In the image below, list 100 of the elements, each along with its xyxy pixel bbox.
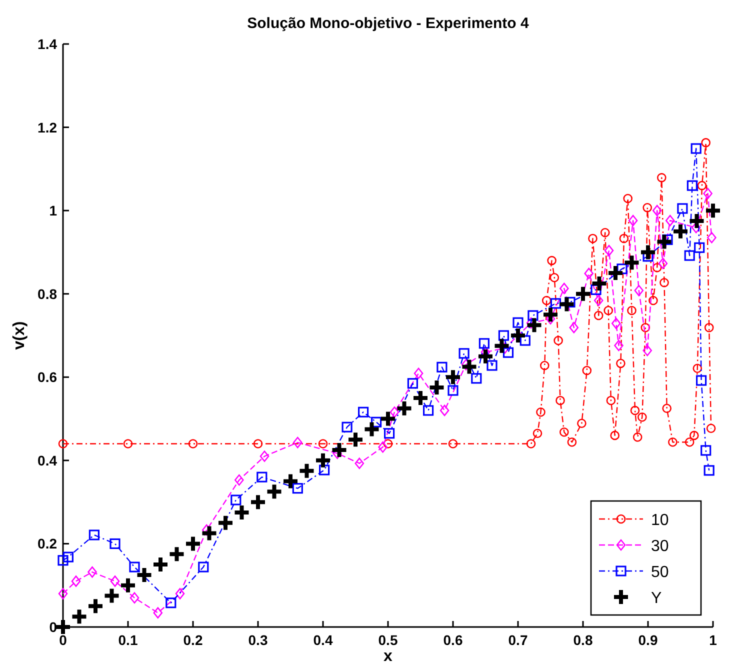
x-tick-label: 1 bbox=[709, 632, 718, 648]
point bbox=[358, 406, 369, 418]
y-axis-title: v(x) bbox=[11, 321, 28, 350]
point bbox=[198, 562, 209, 572]
point bbox=[200, 524, 218, 542]
y-tick-label: 0.8 bbox=[38, 286, 58, 302]
point bbox=[600, 228, 610, 238]
point bbox=[153, 607, 163, 618]
y-tick-label: 1.2 bbox=[38, 119, 58, 136]
point bbox=[690, 430, 699, 440]
y-tick-label: 0.2 bbox=[38, 536, 58, 552]
point bbox=[526, 439, 536, 448]
x-tick-label: 0.8 bbox=[573, 632, 593, 648]
point bbox=[318, 439, 328, 448]
point bbox=[498, 330, 509, 341]
point bbox=[379, 410, 397, 428]
point bbox=[694, 242, 705, 253]
point bbox=[471, 373, 482, 384]
point bbox=[110, 538, 120, 550]
legend-label: 30 bbox=[651, 538, 669, 555]
point bbox=[696, 375, 707, 386]
point bbox=[282, 472, 300, 490]
point bbox=[704, 322, 714, 332]
point bbox=[612, 318, 621, 330]
chart-title: Solução Mono-objetivo - Experimento 4 bbox=[247, 15, 530, 32]
x-tick-label: 0 bbox=[59, 632, 68, 648]
point bbox=[684, 437, 694, 447]
point bbox=[638, 412, 647, 422]
point bbox=[58, 555, 68, 566]
legend-label: 50 bbox=[651, 564, 669, 581]
point bbox=[346, 430, 364, 449]
point bbox=[560, 427, 569, 437]
point bbox=[175, 588, 185, 600]
point bbox=[234, 474, 244, 486]
point bbox=[436, 362, 448, 372]
point bbox=[652, 262, 662, 272]
point bbox=[677, 203, 688, 214]
point bbox=[460, 358, 478, 376]
point bbox=[634, 284, 644, 296]
point bbox=[550, 298, 561, 309]
point bbox=[542, 296, 552, 306]
point bbox=[627, 306, 636, 316]
point bbox=[657, 173, 666, 182]
point bbox=[704, 202, 721, 220]
x-tick-label: 0.4 bbox=[313, 632, 333, 648]
point bbox=[319, 464, 330, 476]
point bbox=[384, 428, 395, 439]
point bbox=[525, 316, 544, 334]
x-tick-label: 0.7 bbox=[508, 632, 528, 648]
point bbox=[528, 310, 538, 321]
point bbox=[588, 234, 598, 244]
point bbox=[342, 422, 352, 432]
point bbox=[88, 566, 97, 578]
point bbox=[652, 204, 662, 216]
point bbox=[62, 552, 74, 562]
point bbox=[697, 180, 707, 190]
point bbox=[569, 322, 579, 334]
point bbox=[58, 588, 68, 600]
point bbox=[293, 436, 302, 448]
point bbox=[665, 214, 675, 226]
point bbox=[684, 250, 695, 261]
point bbox=[502, 347, 514, 358]
point bbox=[700, 445, 712, 456]
point bbox=[662, 234, 673, 246]
point bbox=[582, 366, 592, 376]
x-tick-label: 0.5 bbox=[378, 632, 398, 648]
point bbox=[486, 360, 498, 371]
point bbox=[448, 385, 458, 396]
point bbox=[648, 296, 658, 306]
point bbox=[550, 272, 560, 282]
point bbox=[256, 472, 268, 482]
point bbox=[564, 296, 576, 308]
point bbox=[604, 244, 614, 256]
point bbox=[230, 494, 242, 506]
point bbox=[390, 406, 400, 418]
point bbox=[536, 407, 546, 417]
point bbox=[509, 326, 527, 344]
x-tick-label: 0.2 bbox=[183, 632, 203, 648]
point bbox=[478, 338, 490, 349]
point bbox=[58, 439, 68, 448]
point bbox=[668, 437, 678, 447]
point bbox=[130, 592, 140, 604]
point bbox=[440, 404, 450, 416]
point bbox=[660, 278, 669, 288]
point bbox=[560, 282, 569, 294]
point bbox=[123, 439, 133, 448]
x-tick-label: 0.6 bbox=[443, 632, 463, 648]
point bbox=[298, 462, 316, 480]
point bbox=[632, 432, 642, 442]
point bbox=[354, 458, 364, 469]
point bbox=[458, 348, 470, 359]
point bbox=[616, 358, 626, 368]
point bbox=[407, 378, 418, 389]
point bbox=[640, 322, 650, 332]
point bbox=[707, 232, 716, 244]
point bbox=[690, 143, 702, 154]
point bbox=[692, 364, 702, 374]
point bbox=[260, 450, 270, 462]
point bbox=[606, 396, 616, 406]
point bbox=[547, 256, 556, 266]
